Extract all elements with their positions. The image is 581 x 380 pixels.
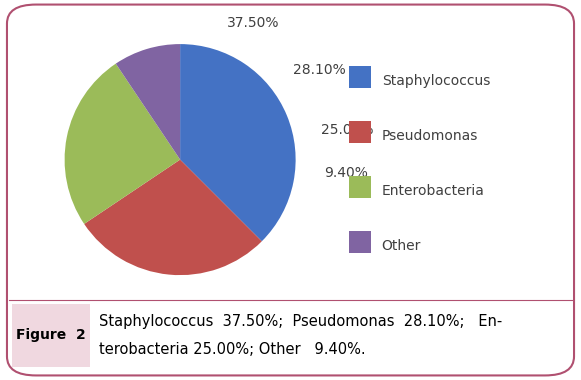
Text: Staphylococcus: Staphylococcus <box>382 74 490 88</box>
Text: Other: Other <box>382 239 421 253</box>
Text: 25.00%: 25.00% <box>321 123 374 137</box>
Bar <box>349 176 371 198</box>
Wedge shape <box>180 44 296 241</box>
Text: Enterobacteria: Enterobacteria <box>382 184 485 198</box>
Bar <box>349 231 371 253</box>
Wedge shape <box>116 44 180 160</box>
Text: 9.40%: 9.40% <box>324 166 368 180</box>
Text: Staphylococcus  37.50%;  Pseudomonas  28.10%;   En-: Staphylococcus 37.50%; Pseudomonas 28.10… <box>99 314 502 329</box>
Text: 28.10%: 28.10% <box>293 63 346 77</box>
Wedge shape <box>64 63 180 224</box>
Text: Figure  2: Figure 2 <box>16 328 86 342</box>
Bar <box>349 121 371 143</box>
Bar <box>349 66 371 88</box>
Text: terobacteria 25.00%; Other   9.40%.: terobacteria 25.00%; Other 9.40%. <box>99 342 365 357</box>
Wedge shape <box>84 160 262 275</box>
Text: Pseudomonas: Pseudomonas <box>382 129 478 143</box>
Text: 37.50%: 37.50% <box>227 16 279 30</box>
